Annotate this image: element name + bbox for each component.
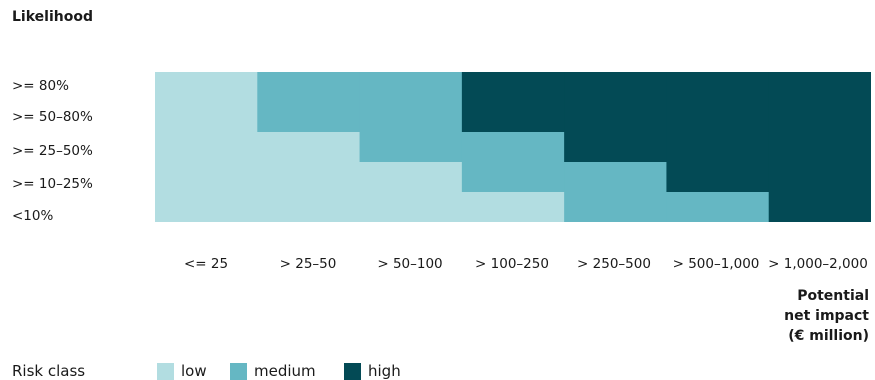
heatmap-cell-medium — [257, 102, 361, 133]
heatmap-cell-low — [257, 132, 361, 163]
heatmap-cell-high — [564, 132, 668, 163]
y-tick-label: <10% — [12, 208, 54, 224]
heatmap-grid — [155, 72, 871, 222]
y-tick-label: >= 10–25% — [12, 176, 93, 192]
heatmap-cell-medium — [461, 162, 565, 193]
x-tick-label: <= 25 — [183, 256, 229, 272]
y-tick-label: >= 50–80% — [12, 109, 93, 125]
legend-title: Risk class — [12, 362, 86, 380]
heatmap-cell-low — [155, 132, 258, 163]
heatmap-cell-low — [359, 192, 463, 222]
heatmap-cell-high — [768, 192, 871, 222]
heatmap-cell-high — [461, 72, 565, 103]
heatmap-cell-low — [155, 192, 258, 222]
heatmap-cell-low — [155, 102, 258, 133]
heatmap-cell-medium — [359, 132, 463, 163]
heatmap-cell-high — [564, 72, 668, 103]
legend-swatch-medium — [230, 363, 247, 380]
y-tick-label: >= 80% — [12, 78, 69, 94]
x-axis-title-line: Potential — [797, 288, 869, 304]
heatmap-cell-high — [768, 132, 871, 163]
heatmap-cell-medium — [257, 72, 361, 103]
heatmap-cell-low — [155, 72, 258, 103]
heatmap-cell-medium — [461, 132, 565, 163]
heatmap-cell-medium — [564, 162, 668, 193]
heatmap-cell-medium — [359, 102, 463, 133]
x-tick-label: > 25–50 — [279, 256, 337, 272]
heatmap-cell-medium — [359, 72, 463, 103]
x-axis-title: Potential net impact (€ million) — [784, 286, 869, 346]
heatmap-cell-high — [666, 102, 770, 133]
legend-label-medium: medium — [254, 362, 316, 380]
x-tick-label: > 500–1,000 — [672, 256, 760, 272]
heatmap-cell-high — [768, 162, 871, 193]
x-tick-label: > 100–250 — [475, 256, 549, 272]
legend-label-low: low — [181, 362, 207, 380]
heatmap-cell-high — [666, 132, 770, 163]
heatmap-cell-high — [768, 102, 871, 133]
y-axis-title: Likelihood — [12, 9, 93, 25]
x-tick-label: > 1,000–2,000 — [768, 256, 868, 272]
heatmap-cell-high — [461, 102, 565, 133]
x-axis-title-line: (€ million) — [788, 328, 869, 344]
legend-swatch-low — [157, 363, 174, 380]
heatmap-cell-low — [155, 162, 258, 193]
heatmap-cell-high — [666, 162, 770, 193]
x-axis-title-line: net impact — [784, 308, 869, 324]
y-tick-label: >= 25–50% — [12, 143, 93, 159]
heatmap-cell-high — [564, 102, 668, 133]
legend-swatch-high — [344, 363, 361, 380]
heatmap-cell-medium — [564, 192, 668, 222]
heatmap-cell-low — [257, 192, 361, 222]
heatmap-cell-low — [257, 162, 361, 193]
heatmap-cell-high — [666, 72, 770, 103]
heatmap-cell-high — [768, 72, 871, 103]
legend-label-high: high — [368, 362, 401, 380]
heatmap-cell-low — [461, 192, 565, 222]
x-tick-label: > 250–500 — [577, 256, 651, 272]
heatmap-cell-medium — [666, 192, 770, 222]
x-tick-label: > 50–100 — [377, 256, 443, 272]
heatmap-cell-low — [359, 162, 463, 193]
